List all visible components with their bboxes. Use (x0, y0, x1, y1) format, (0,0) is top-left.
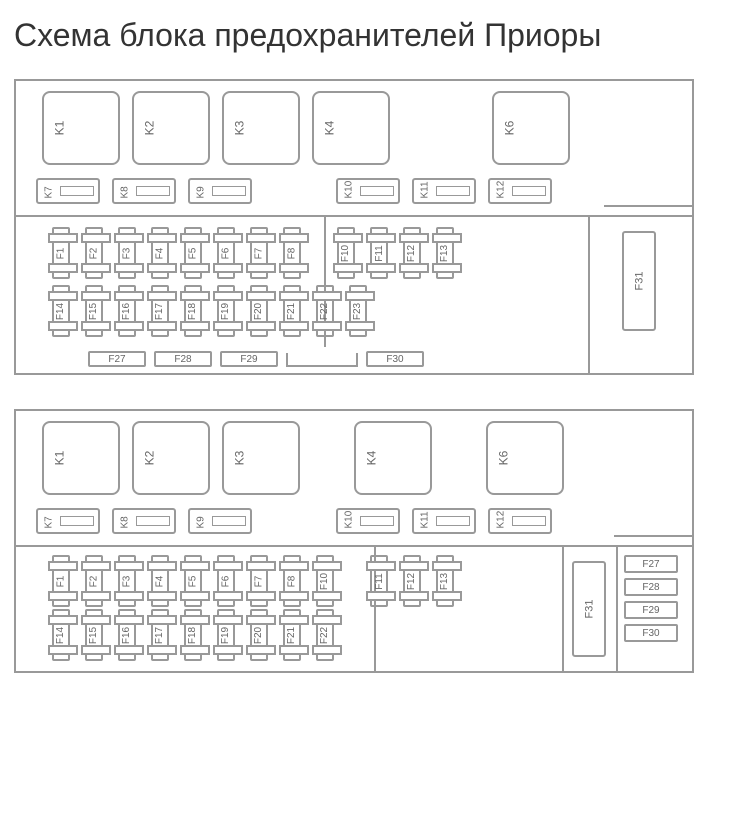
fuse-f29: F29 (220, 351, 278, 367)
fusebox-diagram-2: K1 K2 K3 K4 K6 K7 K8 K9 K10 K11 K12 F1 F… (14, 409, 694, 673)
fuse-row-1: F1 F2 F3 F4 F5 F6 F7 F8 F10 F11 F12 F13 (46, 227, 460, 279)
fuse-f6: F6 (211, 227, 241, 279)
relay-k11: K11 (412, 178, 476, 204)
fuse-row-2: F14 F15 F16 F17 F18 F19 F20 F21 F22 (46, 609, 340, 661)
relay-row-top: K1 K2 K3 K4 K6 (16, 411, 692, 505)
fuse-f29: F29 (624, 601, 678, 619)
relay-row-mid: K7 K8 K9 K10 K11 K12 (16, 505, 692, 545)
fuse-f11: F11 (364, 555, 394, 607)
relay-k9: K9 (188, 508, 252, 534)
relay-row-top: K1 K2 K3 K4 K6 (16, 81, 692, 175)
fuse-f30: F30 (366, 351, 424, 367)
fuse-f17: F17 (145, 609, 175, 661)
fuse-f2: F2 (79, 555, 109, 607)
fuse-f4: F4 (145, 555, 175, 607)
fuse-f19: F19 (211, 609, 241, 661)
fuse-f15: F15 (79, 609, 109, 661)
relay-k2: K2 (132, 421, 210, 495)
side-notch (604, 205, 694, 207)
relay-gap-small (444, 421, 474, 499)
fuse-f31: F31 (572, 561, 606, 657)
fuse-f11: F11 (364, 227, 394, 279)
fusebox-diagram-1: K1 K2 K3 K4 K6 K7 K8 K9 K10 K11 K12 F1 F… (14, 79, 694, 375)
relay-k11: K11 (412, 508, 476, 534)
fuse-f13: F13 (430, 227, 460, 279)
divider-2 (588, 217, 590, 373)
fuse-f7: F7 (244, 227, 274, 279)
relay-k12: K12 (488, 178, 552, 204)
relay-row-mid: K7 K8 K9 K10 K11 K12 (16, 175, 692, 215)
fuse-f8: F8 (277, 555, 307, 607)
fuse-f30: F30 (624, 624, 678, 642)
fuse-f28: F28 (154, 351, 212, 367)
fuse-f1: F1 (46, 555, 76, 607)
fuse-f20: F20 (244, 285, 274, 337)
fuse-f16: F16 (112, 609, 142, 661)
fuse-f3: F3 (112, 555, 142, 607)
fuse-f7: F7 (244, 555, 274, 607)
fuse-f12: F12 (397, 555, 427, 607)
fuse-f17: F17 (145, 285, 175, 337)
relay-k3: K3 (222, 421, 300, 495)
page-title: Схема блока предохранителей Приоры (14, 14, 736, 57)
relay-k8: K8 (112, 178, 176, 204)
relay-k9: K9 (188, 178, 252, 204)
fuse-f16: F16 (112, 285, 142, 337)
fuse-row-1: F1 F2 F3 F4 F5 F6 F7 F8 F10 F11 F12 F13 (46, 555, 460, 607)
fuse-f10: F10 (310, 555, 340, 607)
relay-gap (402, 91, 480, 169)
relay-k4: K4 (312, 91, 390, 165)
fuse-f20: F20 (244, 609, 274, 661)
fuse-f28: F28 (624, 578, 678, 596)
fuse-f2: F2 (79, 227, 109, 279)
fuse-f4: F4 (145, 227, 175, 279)
fuse-area: F1 F2 F3 F4 F5 F6 F7 F8 F10 F11 F12 F13 … (16, 215, 692, 373)
connector-block (286, 353, 358, 367)
relay-k7: K7 (36, 178, 100, 204)
fuse-f18: F18 (178, 609, 208, 661)
relay-k10: K10 (336, 178, 400, 204)
stack-fuse-column: F27 F28 F29 F30 (624, 555, 678, 642)
fuse-f5: F5 (178, 227, 208, 279)
fuse-f5: F5 (178, 555, 208, 607)
relay-k3: K3 (222, 91, 300, 165)
divider-2 (562, 547, 564, 671)
relay-k6: K6 (492, 91, 570, 165)
relay-k8: K8 (112, 508, 176, 534)
fuse-f21: F21 (277, 609, 307, 661)
fuse-f13: F13 (430, 555, 460, 607)
fuse-f31: F31 (622, 231, 656, 331)
relay-k7: K7 (36, 508, 100, 534)
fuse-f6: F6 (211, 555, 241, 607)
fuse-f22: F22 (310, 285, 340, 337)
relay-k10: K10 (336, 508, 400, 534)
relay-k2: K2 (132, 91, 210, 165)
bottom-fuse-row: F27 F28 F29 F30 (88, 351, 424, 367)
fuse-f8: F8 (277, 227, 307, 279)
fuse-f18: F18 (178, 285, 208, 337)
relay-k1: K1 (42, 91, 120, 165)
fuse-f27: F27 (88, 351, 146, 367)
relay-k12: K12 (488, 508, 552, 534)
fuse-f14: F14 (46, 609, 76, 661)
fuse-f27: F27 (624, 555, 678, 573)
side-notch (614, 535, 694, 537)
fuse-row-2: F14 F15 F16 F17 F18 F19 F20 F21 F22 F23 (46, 285, 373, 337)
fuse-f19: F19 (211, 285, 241, 337)
relay-k4: K4 (354, 421, 432, 495)
fuse-f23: F23 (343, 285, 373, 337)
relay-gap-small (312, 421, 342, 499)
divider-3 (616, 547, 618, 671)
relay-k1: K1 (42, 421, 120, 495)
fuse-f10: F10 (331, 227, 361, 279)
fuse-f22: F22 (310, 609, 340, 661)
fuse-f3: F3 (112, 227, 142, 279)
fuse-f15: F15 (79, 285, 109, 337)
fuse-f12: F12 (397, 227, 427, 279)
fuse-f1: F1 (46, 227, 76, 279)
fuse-area: F1 F2 F3 F4 F5 F6 F7 F8 F10 F11 F12 F13 … (16, 545, 692, 671)
fuse-f21: F21 (277, 285, 307, 337)
relay-k6: K6 (486, 421, 564, 495)
fuse-f14: F14 (46, 285, 76, 337)
